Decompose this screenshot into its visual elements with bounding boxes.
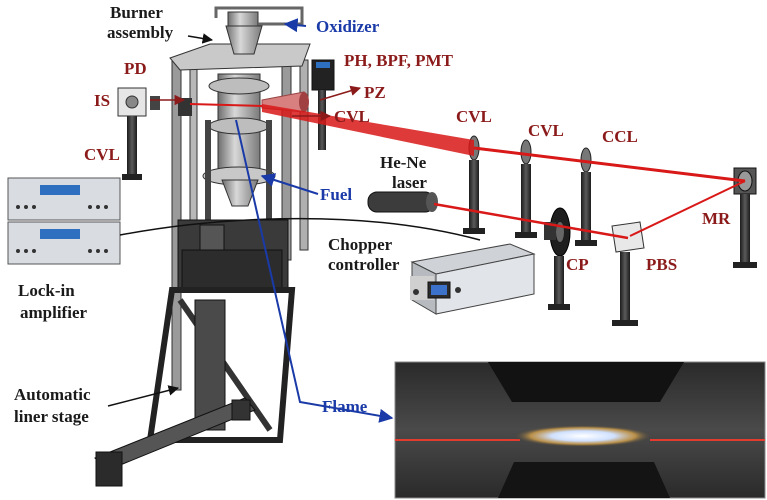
- label-flame: Flame: [322, 397, 368, 416]
- label-chopper-line2: controller: [328, 255, 400, 274]
- label-burner-line1: Burner: [110, 3, 163, 22]
- burner-tower: [94, 6, 311, 487]
- pmt-assembly: [261, 59, 335, 150]
- lock-in-amplifier-units: [7, 177, 481, 265]
- label-pz: PZ: [364, 83, 386, 102]
- label-chopper-line1: Chopper: [328, 235, 393, 254]
- label-cvl-mid: CVL: [334, 107, 370, 126]
- label-stage-line1: Automatic: [14, 385, 91, 404]
- label-mr: MR: [702, 209, 731, 228]
- label-pd: PD: [124, 59, 147, 78]
- laser-beam-paths: [189, 103, 746, 240]
- flame-photo: [394, 361, 766, 499]
- diagram-labels: Burner assembly Oxidizer PH, BPF, PMT PD…: [14, 3, 731, 426]
- label-lockin-line2: amplifier: [20, 303, 87, 322]
- label-cvl-rail2: CVL: [528, 121, 564, 140]
- label-cvl-rail1: CVL: [456, 107, 492, 126]
- label-hene-line1: He-Ne: [380, 153, 427, 172]
- optical-lens-posts: [367, 135, 757, 326]
- label-burner-line2: assembly: [107, 23, 174, 42]
- label-oxidizer: Oxidizer: [316, 17, 380, 36]
- chopper-controller-unit: [410, 243, 536, 315]
- label-pbs: PBS: [646, 255, 677, 274]
- label-fuel: Fuel: [320, 185, 352, 204]
- annotation-arrows: [107, 18, 394, 423]
- label-ccl: CCL: [602, 127, 638, 146]
- label-cvl-left: CVL: [84, 145, 120, 164]
- label-cp: CP: [566, 255, 589, 274]
- label-is: IS: [94, 91, 110, 110]
- label-stage-line2: liner stage: [14, 407, 89, 426]
- label-ph-bpf-pmt: PH, BPF, PMT: [344, 51, 454, 70]
- label-hene-line2: laser: [392, 173, 427, 192]
- label-lockin-line1: Lock-in: [18, 281, 75, 300]
